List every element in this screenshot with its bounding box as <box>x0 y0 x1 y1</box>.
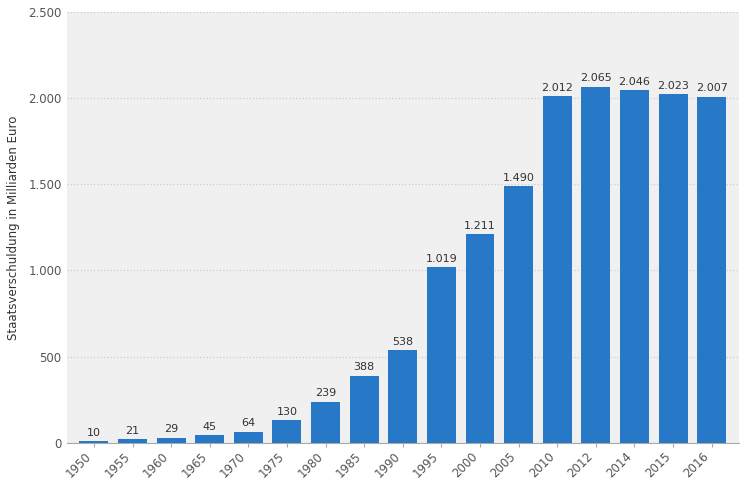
Text: 2.023: 2.023 <box>657 81 689 91</box>
Text: 2.065: 2.065 <box>580 74 612 83</box>
Y-axis label: Staatsverschuldung in Milliarden Euro: Staatsverschuldung in Milliarden Euro <box>7 115 20 339</box>
Text: 388: 388 <box>354 362 374 373</box>
Bar <box>427 267 456 443</box>
Bar <box>504 186 533 443</box>
Bar <box>234 432 263 443</box>
Bar <box>466 234 495 443</box>
Bar <box>543 96 571 443</box>
Text: 10: 10 <box>87 428 101 438</box>
Text: 130: 130 <box>277 407 298 417</box>
Bar <box>581 87 610 443</box>
Bar <box>118 439 147 443</box>
Bar <box>659 94 688 443</box>
Text: 2.012: 2.012 <box>542 83 573 93</box>
Text: 538: 538 <box>392 337 413 347</box>
Text: 239: 239 <box>315 388 336 398</box>
Bar <box>157 438 186 443</box>
Text: 29: 29 <box>164 424 178 434</box>
Bar <box>698 97 726 443</box>
Text: 1.490: 1.490 <box>503 172 535 183</box>
Bar <box>79 441 108 443</box>
Text: 1.019: 1.019 <box>425 254 457 264</box>
Text: 64: 64 <box>241 418 255 429</box>
Text: 21: 21 <box>125 426 140 436</box>
Text: 1.211: 1.211 <box>464 221 496 231</box>
Bar <box>350 376 379 443</box>
Text: 2.007: 2.007 <box>696 83 727 94</box>
Bar <box>389 350 417 443</box>
Bar <box>195 435 225 443</box>
Bar <box>272 420 301 443</box>
Text: 2.046: 2.046 <box>618 77 651 87</box>
Bar <box>311 402 340 443</box>
Text: 45: 45 <box>203 422 217 431</box>
Bar <box>620 90 649 443</box>
